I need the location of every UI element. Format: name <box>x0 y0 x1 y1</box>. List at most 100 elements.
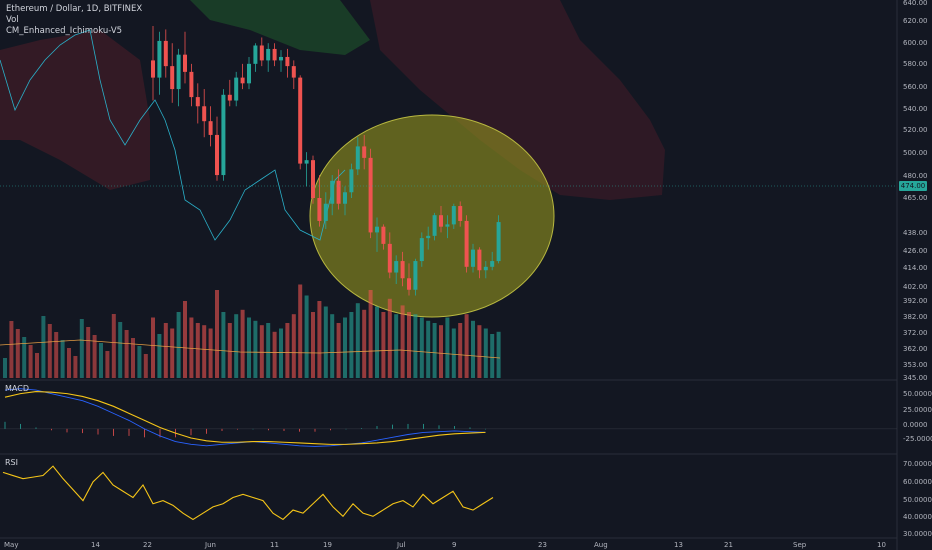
volume-ma-line <box>0 339 501 359</box>
volume-bar <box>67 348 71 378</box>
rsi-tick-label: 60.0000 <box>903 478 932 486</box>
volume-bar <box>304 295 309 378</box>
candle-body <box>400 261 405 279</box>
candle-body <box>426 235 431 239</box>
indicator-volume[interactable]: Vol <box>6 15 19 25</box>
macd-histogram-bar <box>66 428 68 433</box>
time-tick-label: Jun <box>204 541 216 549</box>
candle-body <box>458 206 463 221</box>
time-axis: May 14 22 Jun 11 19 Jul 9 23 Aug 13 21 Sep 10 <box>4 541 886 549</box>
macd-histogram-bar <box>128 428 130 436</box>
candle-body <box>189 71 194 98</box>
time-tick-label: 13 <box>674 541 683 549</box>
candle-body <box>323 203 328 221</box>
candle-body <box>247 63 251 84</box>
candle-body <box>266 48 271 61</box>
volume-bar <box>471 320 475 378</box>
volume-bar <box>47 324 52 378</box>
volume-bar <box>208 328 213 378</box>
volume-bar <box>458 323 463 378</box>
volume-bar <box>426 320 431 378</box>
time-tick-label: 22 <box>143 541 152 549</box>
volume-bar <box>73 356 78 378</box>
volume-bar <box>137 346 142 378</box>
time-tick-label: 9 <box>452 541 456 549</box>
volume-bar <box>143 354 148 378</box>
volume-bar <box>3 358 7 378</box>
indicator-ichimoku[interactable]: CM_Enhanced_Ichimoku-V5 <box>6 26 123 36</box>
macd-histogram-bar <box>20 423 21 429</box>
volume-bar <box>105 351 110 378</box>
macd-histogram-bar <box>438 425 440 429</box>
cloud-bullish <box>190 0 370 55</box>
cloud-bearish-left <box>0 30 150 190</box>
macd-histogram-bar <box>299 428 300 432</box>
volume-bar <box>15 329 20 378</box>
volume-bar <box>496 331 501 378</box>
candle-body <box>215 134 219 176</box>
volume-bar <box>394 314 399 378</box>
candle-body <box>375 226 379 233</box>
volume-bar <box>451 328 456 378</box>
price-tick-label: 520.00 <box>903 126 928 134</box>
candle-body <box>381 226 386 244</box>
volume-bar <box>336 323 341 378</box>
candle-body <box>471 249 475 267</box>
macd-histogram-bar <box>330 428 331 431</box>
volume-bar <box>118 322 123 378</box>
volume-bar <box>79 319 84 378</box>
rsi-tick-label: 40.0000 <box>903 513 932 521</box>
volume-bar <box>381 312 386 378</box>
price-tick-label: 480.00 <box>903 172 928 180</box>
macd-histogram-bar <box>345 428 347 430</box>
candle-body <box>336 180 341 204</box>
macd-tick-label: -25.0000 <box>903 435 932 443</box>
volume-bar <box>464 314 469 378</box>
macd-histogram-bar <box>376 426 378 429</box>
candle-body <box>445 224 450 227</box>
volume-bar <box>253 320 258 378</box>
symbol-title[interactable]: Ethereum / Dollar, 1D, BITFINEX <box>6 4 143 14</box>
candle-body <box>202 106 207 122</box>
volume-bar <box>240 309 245 378</box>
volume-bar <box>291 314 296 378</box>
macd-histogram-bar <box>221 428 223 431</box>
price-tick-label: 438.00 <box>903 229 928 237</box>
candle-body <box>311 160 315 198</box>
rsi-label[interactable]: RSI <box>5 458 18 467</box>
rsi-line <box>2 465 494 521</box>
volume-bar <box>183 301 187 378</box>
volume-bar <box>99 343 103 378</box>
price-tick-label: 414.00 <box>903 264 928 272</box>
candle-body <box>483 266 488 271</box>
candle-body <box>343 192 347 204</box>
candle-body <box>496 222 501 262</box>
macd-line <box>4 388 486 447</box>
macd-histogram-bar <box>4 421 6 429</box>
macd-tick-label: 50.0000 <box>903 390 932 398</box>
price-axis: 640.00 620.00 600.00 580.00 560.00 540.00 520.… <box>903 0 932 538</box>
volume-bar <box>317 301 322 378</box>
volume-bar <box>92 335 97 378</box>
volume-bar <box>387 298 392 378</box>
time-tick-label: 21 <box>724 541 733 549</box>
macd-histogram-bar <box>392 424 393 429</box>
volume-bar <box>131 338 135 378</box>
volume-bars <box>0 284 501 378</box>
volume-bar <box>279 328 283 378</box>
volume-bar <box>234 314 239 378</box>
volume-bar <box>349 312 354 378</box>
volume-bar <box>407 312 411 378</box>
pane-dividers <box>0 0 898 550</box>
lagging-span-line <box>0 29 346 241</box>
time-tick-label: 14 <box>91 541 100 549</box>
candle-body <box>259 45 264 61</box>
price-tick-label: 465.00 <box>903 194 928 202</box>
macd-label[interactable]: MACD <box>5 384 29 393</box>
volume-bar <box>9 321 14 378</box>
price-tick-label: 382.00 <box>903 313 928 321</box>
candle-body <box>298 77 303 164</box>
macd-histogram-bar <box>361 428 362 429</box>
volume-bar <box>22 337 27 378</box>
